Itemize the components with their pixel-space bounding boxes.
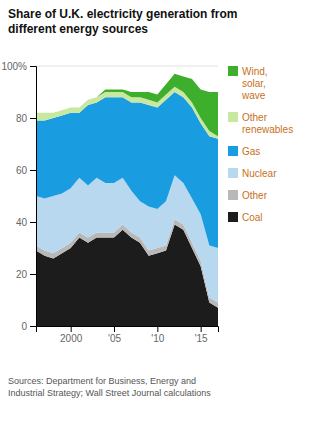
y-tick-mark <box>30 66 36 67</box>
legend-label-line: Nuclear <box>242 168 277 179</box>
title: Share of U.K. electricity generation fro… <box>8 7 237 36</box>
y-tick-mark <box>30 274 36 275</box>
x-axis-line <box>37 327 219 333</box>
y-tick-mark <box>30 170 36 171</box>
y-tick: 100% <box>1 61 36 72</box>
x-axis: 2000 '05 '10 '15 <box>37 326 219 344</box>
legend-item: Otherrenewables <box>228 112 293 135</box>
y-axis: 0 20 40 60 80 100% <box>1 61 36 332</box>
chart: 2000 '05 '10 '15 0 20 40 60 80 100% Share of U.K. … <box>0 0 325 425</box>
legend-swatch <box>228 146 238 156</box>
x-tick-label: '05 <box>108 333 121 344</box>
legend-label: Nuclear <box>242 168 277 179</box>
legend-label-line: Other <box>242 190 268 201</box>
legend-item: Coal <box>228 212 263 223</box>
legend-label: Other <box>242 190 268 201</box>
legend-swatch <box>228 66 238 76</box>
legend-swatch <box>228 168 238 178</box>
legend-label-line: solar, <box>242 78 266 89</box>
y-tick: 80 <box>16 113 36 124</box>
x-tick: 2000 <box>60 326 83 344</box>
area <box>36 92 218 248</box>
legend-label-line: Coal <box>242 212 263 223</box>
source-line: Sources: Department for Business, Energy… <box>8 376 196 386</box>
x-tick-mark <box>201 326 202 332</box>
legend-swatch <box>228 212 238 222</box>
legend-swatch <box>228 112 238 122</box>
x-tick-label: '15 <box>195 333 208 344</box>
source-line: Industrial Strategy; Wall Street Journal… <box>8 388 211 398</box>
y-tick: 0 <box>21 321 36 332</box>
legend-swatch <box>228 190 238 200</box>
source: Sources: Department for Business, Energy… <box>8 376 211 398</box>
x-tick: '15 <box>195 326 208 344</box>
x-tick-mark <box>157 326 158 332</box>
y-tick-label: 80 <box>16 113 28 124</box>
y-tick: 20 <box>16 269 36 280</box>
y-tick-label: 100% <box>1 61 27 72</box>
legend: Wind,solar,waveOtherrenewablesGasNuclear… <box>228 66 293 223</box>
y-axis-line <box>30 67 37 327</box>
x-tick-mark <box>114 326 115 332</box>
legend-item: Gas <box>228 146 260 157</box>
x-tick: '05 <box>108 326 121 344</box>
y-tick: 60 <box>16 165 36 176</box>
legend-label: Wind,solar,wave <box>241 66 268 101</box>
y-tick-label: 20 <box>16 269 28 280</box>
y-tick-label: 0 <box>21 321 27 332</box>
legend-label: Otherrenewables <box>242 112 293 135</box>
title-line: different energy sources <box>8 22 148 36</box>
y-tick-label: 60 <box>16 165 28 176</box>
legend-item: Other <box>228 190 268 201</box>
y-tick-mark <box>30 118 36 119</box>
title-line: Share of U.K. electricity generation fro… <box>8 7 237 21</box>
area <box>36 74 218 136</box>
y-tick-mark <box>30 222 36 223</box>
y-tick: 40 <box>16 217 36 228</box>
plot-area <box>36 74 218 326</box>
y-tick-label: 40 <box>16 217 28 228</box>
y-tick-mark <box>30 326 36 327</box>
legend-label: Coal <box>242 212 263 223</box>
x-tick-label: 2000 <box>60 333 83 344</box>
grid-line <box>36 66 218 67</box>
legend-label-line: Other <box>242 112 268 123</box>
x-tick-mark <box>71 326 72 332</box>
legend-label-line: Gas <box>242 146 260 157</box>
legend-label-line: Wind, <box>242 66 268 77</box>
grid <box>36 66 218 326</box>
x-tick: '10 <box>151 326 164 344</box>
legend-label-line: renewables <box>242 124 293 135</box>
legend-label-line: wave <box>241 90 266 101</box>
x-tick-label: '10 <box>151 333 164 344</box>
legend-item: Nuclear <box>228 168 277 179</box>
legend-label: Gas <box>242 146 260 157</box>
legend-item: Wind,solar,wave <box>228 66 268 101</box>
